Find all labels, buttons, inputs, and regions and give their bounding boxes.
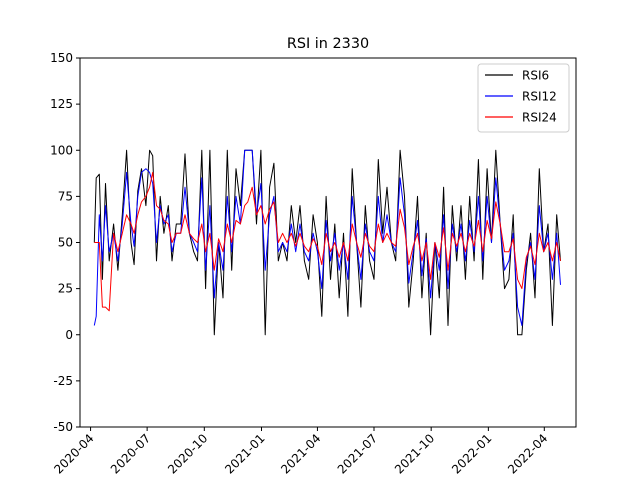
y-tick-label: 125: [50, 97, 73, 111]
x-tick-label: 2020-10: [165, 431, 210, 476]
x-tick-label: 2021-04: [278, 431, 323, 476]
x-tick-label: 2022-01: [449, 431, 494, 476]
series-line-rsi6: [93, 149, 561, 336]
chart-title: RSI in 2330: [287, 36, 369, 52]
y-tick-label: 50: [58, 236, 73, 250]
y-axis: -50 -25 0 25 50 75 100 125 150: [50, 51, 80, 434]
x-axis: 2020-04 2020-07 2020-10 2021-01 2021-04 2021-…: [51, 427, 550, 477]
x-tick-label: 2020-04: [51, 431, 96, 476]
x-tick-label: 2021-10: [392, 431, 437, 476]
legend-label-rsi6: RSI6: [522, 69, 549, 83]
y-tick-label: -25: [53, 374, 73, 388]
y-tick-label: 0: [65, 328, 73, 342]
legend-label-rsi24: RSI24: [522, 111, 557, 125]
plot-area: [93, 149, 561, 336]
x-tick-label: 2020-07: [108, 431, 153, 476]
y-tick-label: 25: [58, 282, 73, 296]
x-tick-label: 2021-01: [222, 431, 267, 476]
series-line-rsi24: [94, 171, 561, 312]
y-tick-label: 75: [58, 189, 73, 203]
x-tick-label: 2021-07: [335, 431, 380, 476]
x-tick-label: 2022-04: [505, 431, 550, 476]
legend: RSI6 RSI12 RSI24: [477, 63, 570, 133]
y-tick-label: 100: [50, 143, 73, 157]
legend-label-rsi12: RSI12: [522, 90, 557, 104]
y-tick-label: -50: [53, 420, 73, 434]
legend-box: [477, 63, 570, 133]
y-tick-label: 150: [50, 51, 73, 65]
plot-frame: [79, 57, 577, 428]
